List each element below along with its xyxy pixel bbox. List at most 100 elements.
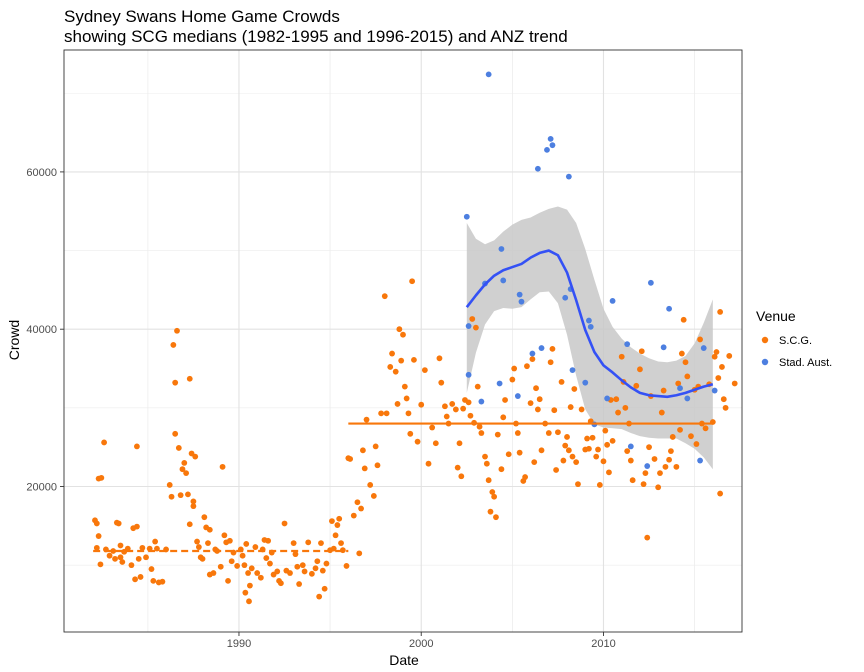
data-point-scg [321,585,328,592]
data-point-stadium-australia [534,165,541,172]
data-point-scg [217,563,224,570]
data-point-scg [117,542,124,549]
data-point-scg [493,514,499,521]
data-point-scg [646,444,652,451]
data-point-scg [183,470,190,477]
data-point-scg [660,387,667,394]
data-point-scg [553,467,559,473]
data-point-scg [411,356,417,363]
data-point-scg [640,481,647,488]
data-point-scg [429,424,436,431]
data-point-scg [595,446,601,453]
data-point-scg [106,552,113,559]
data-point-scg [688,433,694,440]
trend-line [465,249,714,399]
data-point-scg [400,331,406,338]
x-tick-label: 2010 [591,638,615,650]
data-point-stadium-australia [684,395,691,402]
data-point-stadium-australia [627,443,634,450]
data-point-scg [246,598,252,605]
data-point-scg [372,443,379,450]
data-point-scg [150,577,157,584]
data-point-scg [657,470,663,477]
data-point-scg [381,293,388,300]
data-point-scg [702,425,709,432]
data-point-stadium-australia [562,294,569,301]
data-point-scg [622,404,629,411]
data-point-scg [378,410,385,417]
data-point-scg [529,356,536,362]
data-point-scg [312,565,319,572]
data-point-scg [615,409,621,416]
data-point-scg [316,593,323,600]
data-point-scg [192,453,199,460]
data-point-scg [432,440,439,447]
data-point-scg [584,435,590,442]
data-point-scg [332,532,339,539]
y-tick-label: 40000 [26,324,57,336]
data-point-scg [185,491,191,498]
legend-label-stadium-australia: Stad. Aust. [779,357,832,369]
data-point-scg [334,522,341,528]
data-point-scg [586,445,592,452]
data-point-scg [575,481,581,488]
data-point-scg [245,570,251,576]
data-point-scg [170,342,177,348]
panel-frame [63,49,743,633]
data-point-scg [569,453,576,460]
data-point-scg [206,526,213,533]
data-point-scg [527,400,534,407]
data-point-scg [629,477,636,484]
data-point-scg [225,577,231,584]
data-point-scg [299,562,306,569]
median-lines [93,422,713,553]
data-point-scg [655,484,662,491]
data-point-scg [172,430,179,437]
data-point-scg [522,474,529,480]
anz-trend-line [465,249,714,399]
data-point-scg [186,521,193,528]
legend-title: Venue [756,308,796,324]
data-point-scg [132,576,138,583]
data-point-scg [93,544,100,551]
x-tick-label: 1990 [227,638,251,650]
data-point-scg [168,493,175,500]
data-point-scg [675,380,682,387]
data-point-scg [491,493,498,500]
data-point-stadium-australia [496,380,503,387]
data-point-scg [407,430,414,437]
data-point-stadium-australia [547,135,554,142]
data-point-scg [398,357,405,364]
data-point-scg [467,412,474,419]
data-point-scg [425,460,432,467]
data-point-scg [201,514,208,521]
data-point-scg [485,477,492,484]
data-point-scg [442,403,448,410]
data-point-scg [571,386,578,392]
data-point-scg [112,555,118,562]
data-point-scg [669,434,676,440]
data-point-stadium-australia [478,398,485,405]
data-point-scg [370,493,377,499]
data-point-scg [296,581,303,587]
legend-label-scg: S.C.G. [779,335,812,347]
data-point-stadium-australia [465,371,472,378]
data-point-stadium-australia [604,395,611,402]
data-point-scg [684,373,691,380]
data-point-scg [95,533,102,539]
data-point-scg [383,410,390,417]
data-point-scg [110,548,117,554]
data-point-scg [314,558,321,565]
data-point-stadium-australia [697,457,703,464]
data-point-scg [715,375,722,381]
data-point-scg [152,538,159,545]
data-point-scg [139,544,146,551]
data-point-scg [443,413,450,420]
x-tick-label: 2000 [409,638,433,650]
data-point-scg [181,460,188,466]
data-point-scg [329,518,335,525]
scg-points [92,278,738,605]
data-point-scg [509,376,516,383]
data-point-scg [403,395,410,402]
data-point-scg [254,570,261,576]
